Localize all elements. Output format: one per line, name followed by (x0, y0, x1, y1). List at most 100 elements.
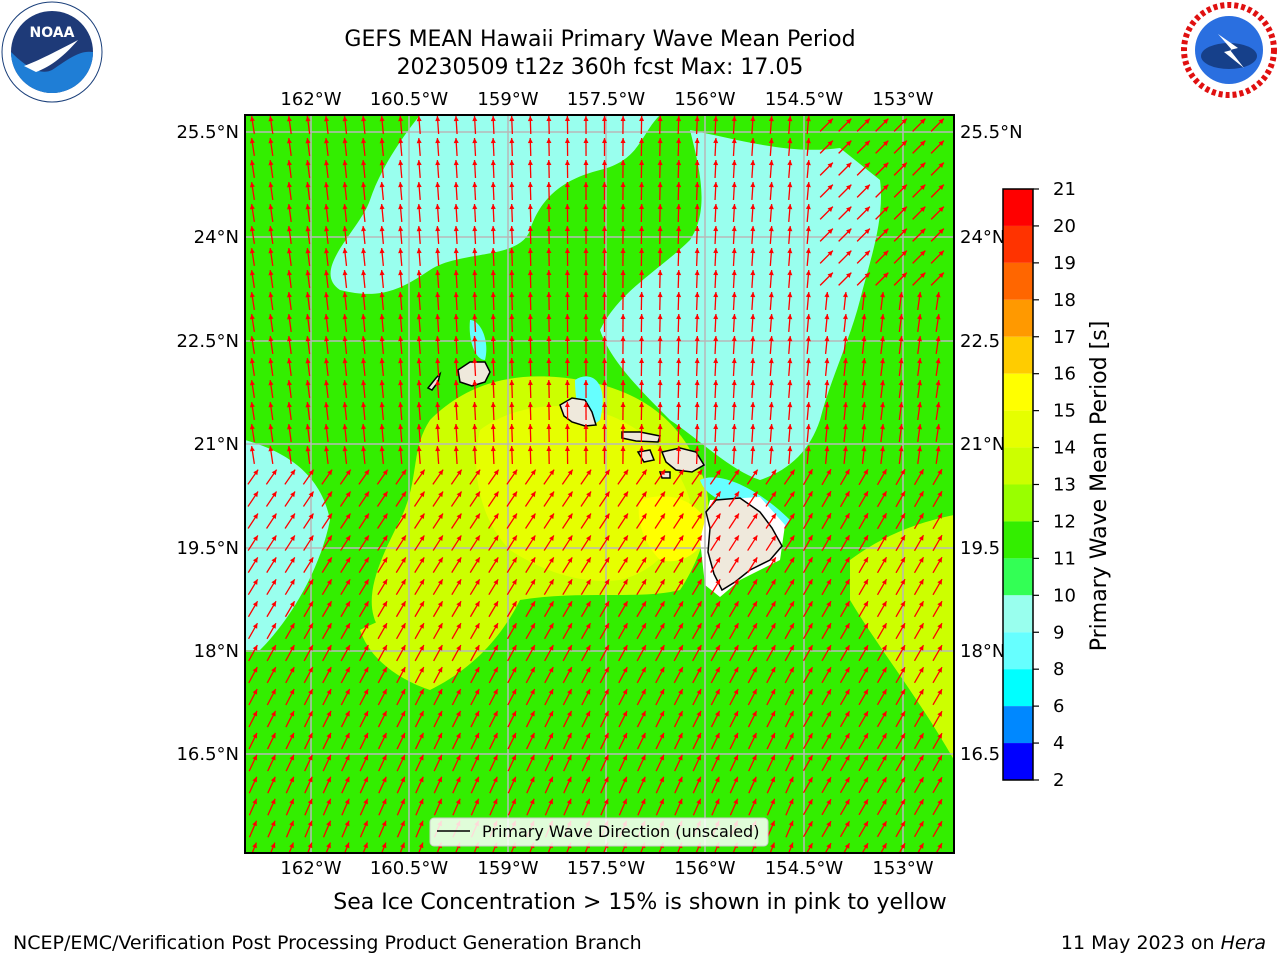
wave-direction-arrow (395, 600, 407, 618)
wave-direction-arrow (765, 600, 777, 618)
wave-direction-arrow (731, 159, 737, 179)
wave-direction-arrow (341, 820, 350, 838)
wave-direction-arrow (416, 181, 422, 201)
wave-direction-arrow (599, 622, 610, 640)
wave-direction-arrow (935, 292, 941, 310)
wave-direction-arrow (935, 358, 941, 376)
wave-direction-arrow (507, 754, 517, 772)
wave-direction-arrow (932, 600, 943, 618)
wave-direction-arrow (617, 491, 629, 507)
wave-direction-arrow (893, 206, 908, 220)
wave-direction-arrow (490, 313, 496, 333)
wave-direction-arrow (858, 688, 869, 706)
wave-direction-arrow (876, 490, 888, 508)
lon-label-top: 156°W (674, 89, 735, 110)
wave-direction-arrow (639, 269, 645, 289)
wave-direction-arrow (432, 491, 444, 507)
wave-direction-arrow (472, 181, 478, 201)
wave-direction-arrow (509, 159, 515, 179)
wave-direction-arrow (676, 291, 682, 311)
wave-direction-arrow (286, 445, 292, 465)
wave-direction-arrow (285, 666, 295, 684)
wave-direction-arrow (266, 600, 277, 618)
wave-direction-arrow (398, 247, 404, 267)
wave-direction-arrow (506, 578, 518, 596)
wave-direction-arrow (544, 776, 554, 794)
wave-direction-arrow (583, 137, 589, 157)
wave-direction-arrow (876, 776, 888, 794)
wave-direction-arrow (583, 445, 589, 465)
wave-direction-arrow (766, 776, 776, 794)
wave-direction-arrow (564, 335, 570, 355)
wave-direction-arrow (472, 203, 478, 223)
wave-direction-arrow (398, 159, 404, 179)
wave-direction-arrow (895, 776, 906, 794)
wave-direction-arrow (358, 600, 370, 618)
wave-direction-arrow (376, 469, 389, 485)
wave-direction-arrow (768, 335, 774, 355)
wave-direction-arrow (932, 732, 943, 750)
wave-direction-arrow (416, 357, 422, 377)
wave-direction-arrow (713, 357, 719, 377)
wave-direction-arrow (490, 357, 496, 377)
wave-direction-arrow (618, 688, 628, 706)
wave-direction-arrow (692, 710, 702, 728)
wave-direction-arrow (525, 622, 536, 640)
wave-direction-arrow (839, 534, 851, 552)
wave-direction-arrow (617, 622, 629, 640)
wave-direction-arrow (620, 159, 626, 179)
colorbar-segment (1003, 410, 1033, 448)
colorbar-tick-label: 16 (1053, 364, 1076, 385)
wave-direction-arrow (546, 401, 552, 421)
wave-direction-arrow (561, 491, 574, 507)
wave-direction-arrow (507, 732, 517, 750)
wave-direction-arrow (802, 556, 814, 574)
map-frame (244, 114, 955, 854)
wave-direction-arrow (583, 423, 589, 443)
wave-direction-arrow (527, 357, 533, 377)
wave-direction-arrow (580, 578, 592, 596)
chart-subtitle: 20230509 t12z 360h fcst Max: 17.05 (396, 55, 804, 80)
wave-direction-arrow (805, 225, 811, 245)
wave-direction-arrow (527, 379, 533, 399)
wave-direction-arrow (340, 732, 351, 750)
wave-direction-arrow (450, 469, 463, 485)
wave-direction-arrow (546, 269, 552, 289)
wave-direction-arrow (379, 445, 385, 465)
colorbar-segment (1003, 669, 1033, 707)
wave-direction-arrow (821, 490, 832, 508)
wave-direction-arrow (546, 357, 552, 377)
wave-direction-arrow (821, 776, 832, 794)
wave-direction-arrow (527, 291, 533, 311)
wave-direction-arrow (321, 513, 333, 529)
wave-direction-arrow (377, 666, 388, 684)
wave-direction-arrow (839, 776, 851, 794)
wave-direction-arrow (602, 269, 608, 289)
wave-direction-arrow (787, 379, 793, 399)
colorbar-tick-label: 11 (1053, 548, 1076, 569)
wave-direction-arrow (490, 269, 496, 289)
wave-direction-arrow (766, 732, 776, 750)
wave-direction-arrow (819, 118, 834, 132)
wave-direction-arrow (286, 291, 292, 311)
lat-label-left: 24°N (194, 227, 239, 248)
wave-direction-arrow (673, 688, 684, 706)
wave-direction-arrow (713, 401, 719, 421)
wave-direction-arrow (657, 379, 663, 399)
island-hawaii (705, 497, 783, 592)
wave-direction-arrow (731, 247, 737, 267)
wave-direction-arrow (377, 688, 388, 706)
period-9-10-left (245, 440, 330, 650)
wave-direction-arrow (379, 181, 385, 201)
lat-label-right: 24°N (960, 227, 1005, 248)
wave-direction-arrow (470, 798, 480, 816)
wave-direction-arrow (602, 247, 608, 267)
footer-date: 11 May 2023 on (1060, 932, 1221, 954)
wave-direction-arrow (838, 118, 852, 132)
wave-direction-arrow (880, 291, 885, 311)
wave-direction-arrow (305, 379, 311, 399)
wave-direction-arrow (599, 535, 610, 551)
wave-direction-arrow (858, 534, 869, 552)
wave-direction-arrow (469, 578, 481, 596)
wave-direction-arrow (249, 248, 256, 266)
